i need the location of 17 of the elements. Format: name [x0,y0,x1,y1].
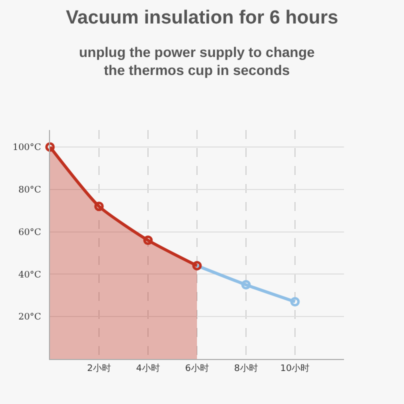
x-tick-label: 2小时 [87,362,111,374]
point [45,142,55,152]
y-tick-label: 60°C [18,228,42,238]
chart-title: Vacuum insulation for 6 hours [66,7,338,28]
chart-subtitle: unplug the power supply to change the thermos cup in seconds [79,44,315,78]
x-tick-label: 8小时 [234,362,258,374]
y-tick-label: 40°C [18,270,42,280]
x-tick-label: 4小时 [136,362,160,374]
point [290,297,300,306]
x-tick-label: 10小时 [280,362,310,374]
y-tick-label: 20°C [18,312,42,323]
y-tick-label: 100°C [12,143,42,154]
point [241,280,251,290]
x-tick-label: 6小时 [185,362,209,374]
point [94,202,104,212]
y-tick-label: 80°C [18,186,42,196]
point [143,236,153,246]
